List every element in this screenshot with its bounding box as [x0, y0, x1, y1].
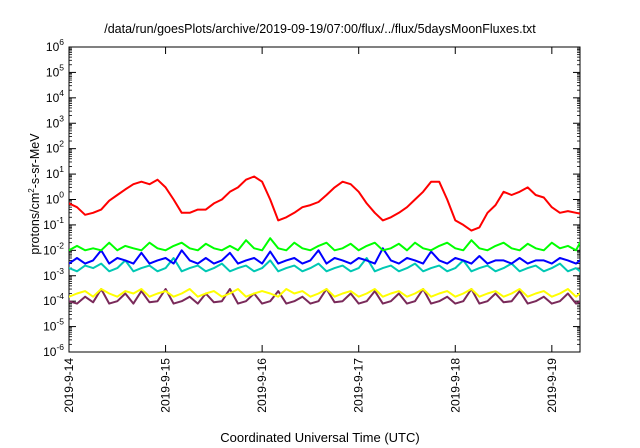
- x-tick-label: 2019-9-15: [159, 358, 173, 413]
- y-axis-label-pre: protons/cm: [28, 192, 42, 255]
- x-tick-label: 2019-9-18: [448, 358, 462, 413]
- y-tick-label: 105: [46, 62, 64, 79]
- series-line: [69, 247, 580, 265]
- series-line: [69, 288, 580, 298]
- series-line: [69, 257, 580, 273]
- y-axis-label: protons/cm2-s-sr-MeV: [22, 94, 42, 294]
- y-tick-label: 106: [46, 37, 64, 54]
- y-tick-label: 10-3: [43, 266, 64, 283]
- x-tick-label: 2019-9-16: [255, 358, 269, 413]
- series-line: [69, 175, 580, 232]
- y-tick-label: 10-4: [43, 291, 64, 308]
- x-tick-label: 2019-9-17: [352, 358, 366, 413]
- x-tick-label: 2019-9-19: [545, 358, 559, 413]
- y-tick-label: 10-5: [43, 317, 64, 334]
- x-tick-label: 2019-9-14: [62, 358, 76, 413]
- series-group: [69, 175, 580, 305]
- plot-frame: [68, 46, 581, 353]
- y-tick-label: 102: [46, 139, 64, 156]
- y-tick-label: 10-1: [43, 215, 64, 232]
- y-tick-label: 101: [46, 164, 64, 181]
- y-axis-label-post: -s-sr-MeV: [28, 133, 42, 189]
- y-tick-label: 10-2: [43, 240, 64, 257]
- chart-title: /data/run/goesPlots/archive/2019-09-19/0…: [104, 22, 536, 36]
- y-tick-label: 10-6: [43, 342, 64, 359]
- series-line: [69, 237, 580, 252]
- y-tick-label: 100: [46, 190, 64, 207]
- y-tick-label: 103: [46, 113, 64, 130]
- y-axis-label-sup: 2: [27, 188, 36, 193]
- y-tick-label: 104: [46, 88, 64, 105]
- x-axis-label: Coordinated Universal Time (UTC): [220, 430, 420, 445]
